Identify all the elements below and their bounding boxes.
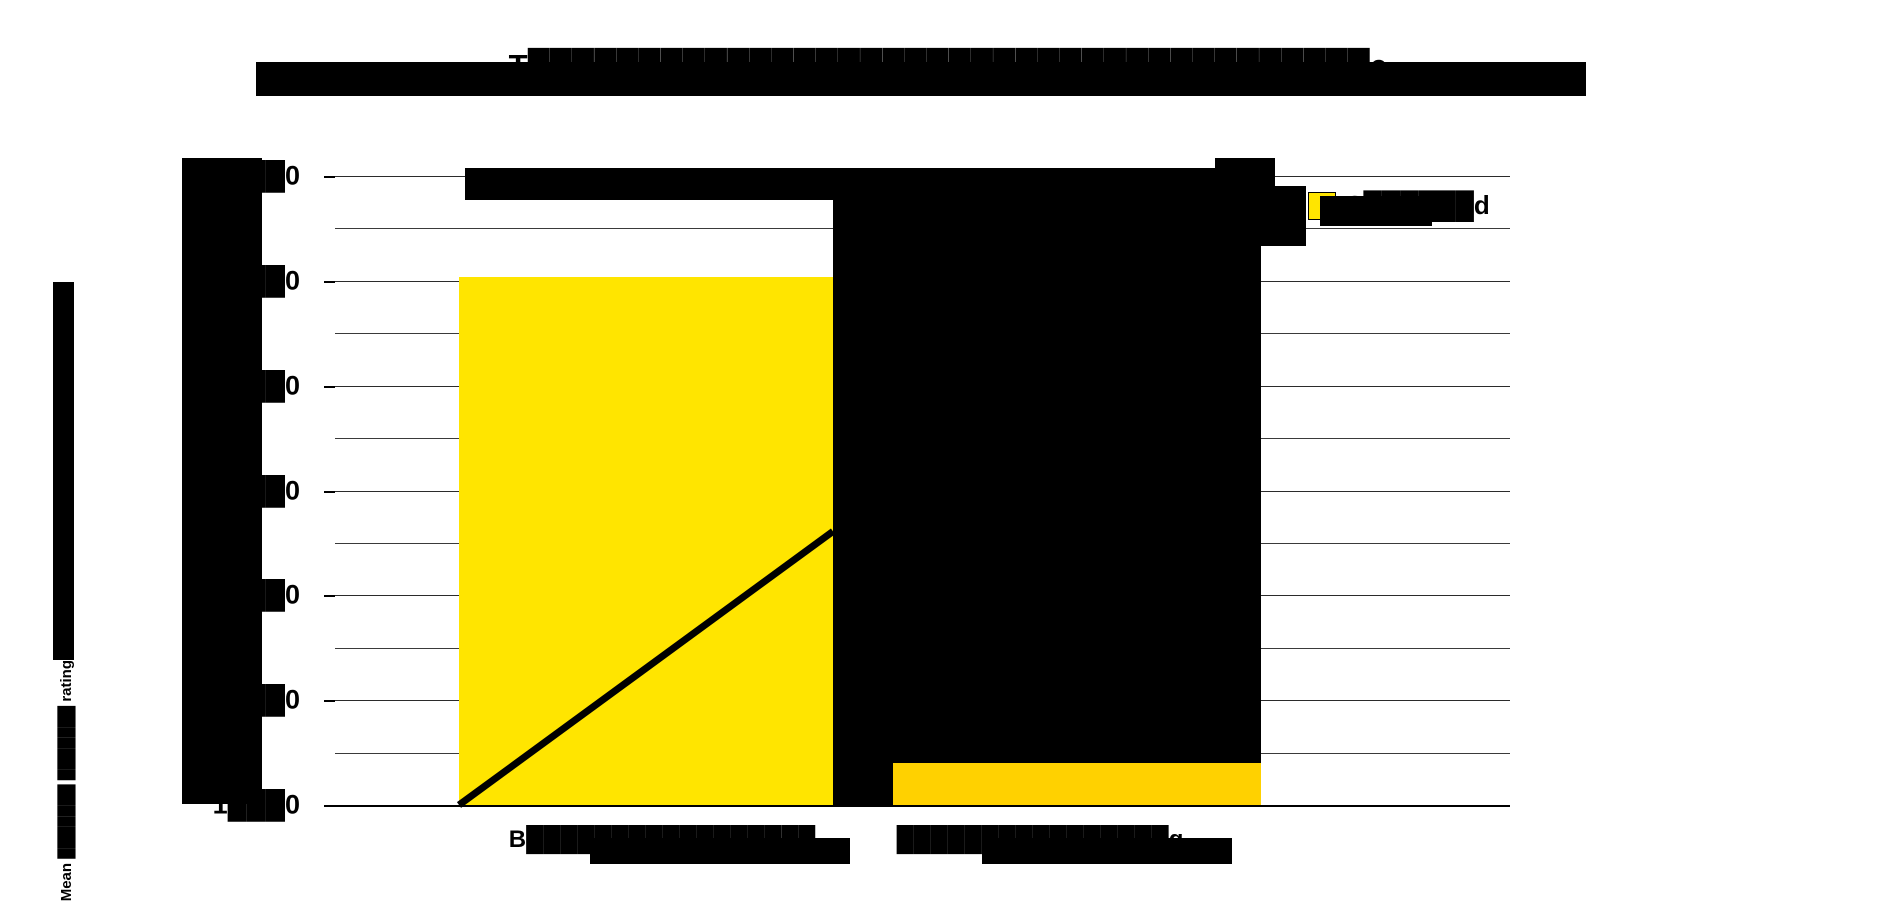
y-axis-title: Mean ███████ ███████ rating [58, 660, 75, 902]
plot-redaction-right-column [871, 168, 1261, 763]
y-axis-tick-mark [324, 805, 335, 807]
y-axis-tick-mark [324, 490, 335, 493]
plot-area [335, 158, 1510, 808]
y-axis-tick-mark [324, 595, 335, 598]
y-axis-tick-mark [324, 176, 335, 178]
legend-swatch-redaction-bar [1248, 186, 1306, 246]
y-axis-title-redaction-bar [53, 282, 74, 660]
y-axis-tick-mark [324, 280, 335, 283]
plot-redaction-middle-column [833, 200, 893, 805]
x-axis-label-1-redaction-bar [590, 838, 850, 864]
x-axis-line [335, 805, 1510, 807]
y-axis-tick-mark [324, 700, 335, 703]
title-redaction-bar [256, 62, 1586, 96]
bar-series-1-category-1[interactable] [459, 276, 833, 805]
x-axis-label-2-redaction-bar [982, 838, 1232, 864]
y-axis-tick-mark [324, 385, 335, 388]
legend-label-redaction-bar [1320, 196, 1432, 226]
y-axis-labels-redaction-bar [182, 158, 262, 804]
